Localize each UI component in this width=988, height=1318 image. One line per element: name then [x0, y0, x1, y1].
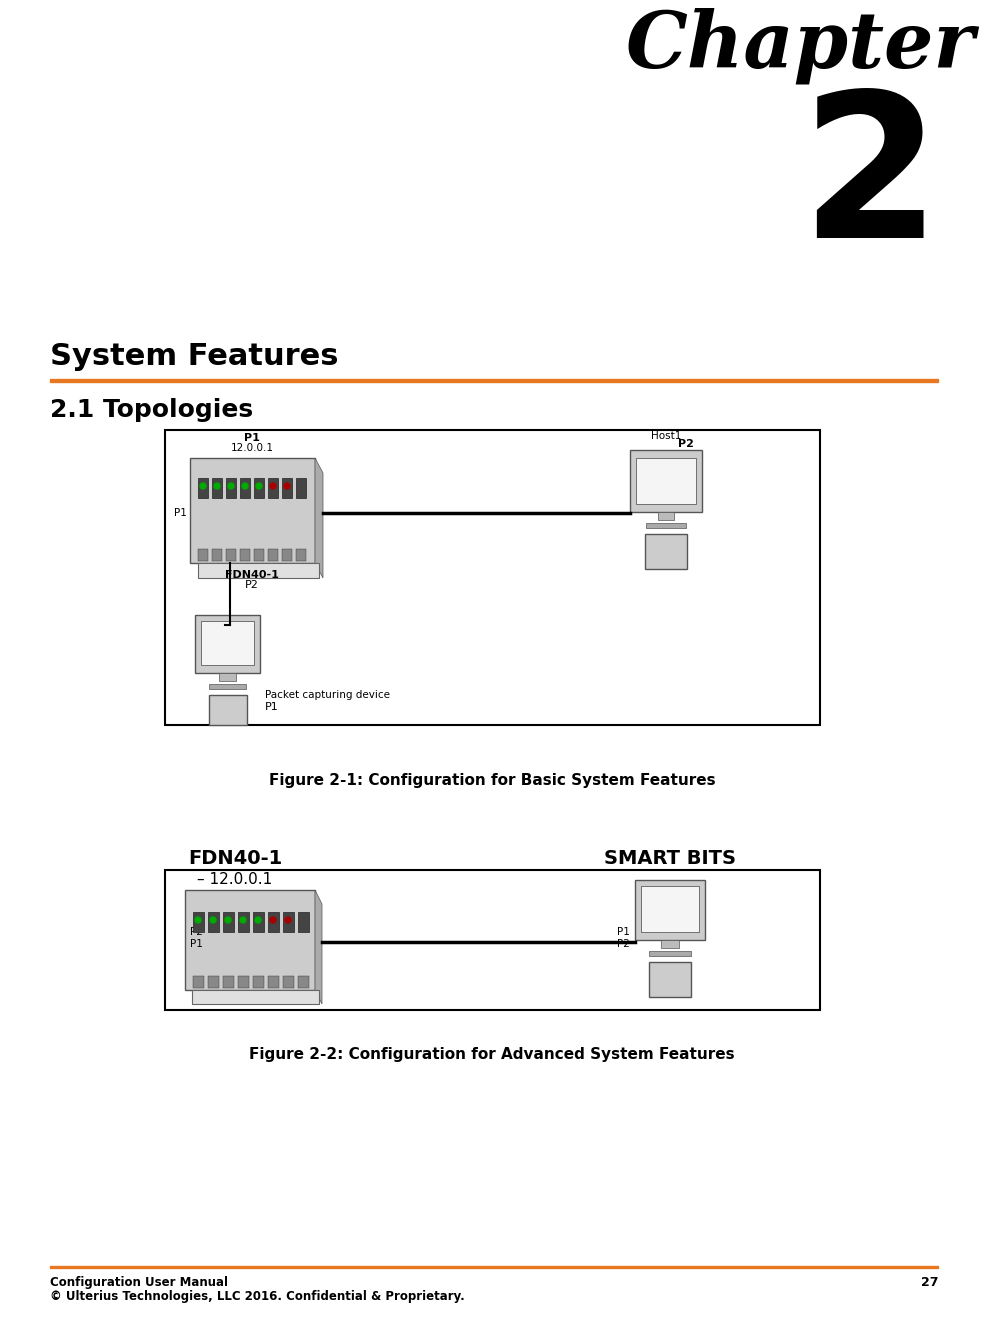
Bar: [50, 380, 938, 382]
Text: P1: P1: [617, 927, 630, 937]
Text: 12.0.0.1: 12.0.0.1: [230, 443, 274, 453]
Text: Figure 2-2: Configuration for Advanced System Features: Figure 2-2: Configuration for Advanced S…: [249, 1048, 735, 1062]
Bar: [636, 457, 696, 503]
Bar: [661, 940, 679, 948]
Bar: [50, 1267, 938, 1268]
Bar: [185, 890, 315, 990]
Bar: [192, 990, 319, 1004]
Circle shape: [195, 917, 201, 923]
Bar: [226, 550, 236, 561]
Bar: [283, 912, 294, 932]
Bar: [223, 912, 234, 932]
Bar: [298, 977, 309, 988]
Bar: [238, 912, 249, 932]
Circle shape: [270, 482, 276, 489]
Text: Configuration User Manual: Configuration User Manual: [50, 1276, 228, 1289]
Bar: [253, 912, 264, 932]
Bar: [268, 478, 278, 498]
Bar: [198, 478, 208, 498]
Bar: [226, 478, 236, 498]
Bar: [658, 511, 674, 521]
Bar: [254, 550, 264, 561]
Bar: [268, 977, 279, 988]
Text: FDN40-1: FDN40-1: [225, 569, 279, 580]
Circle shape: [240, 917, 246, 923]
Bar: [635, 880, 705, 940]
Text: 2.1 Topologies: 2.1 Topologies: [50, 398, 253, 422]
Bar: [198, 550, 208, 561]
Text: © Ulterius Technologies, LLC 2016. Confidential & Proprietary.: © Ulterius Technologies, LLC 2016. Confi…: [50, 1290, 464, 1304]
Bar: [195, 616, 260, 673]
Bar: [282, 478, 292, 498]
Bar: [282, 550, 292, 561]
Bar: [193, 912, 204, 932]
Bar: [212, 478, 222, 498]
Bar: [223, 977, 234, 988]
Bar: [193, 977, 204, 988]
Circle shape: [210, 917, 216, 923]
Bar: [298, 912, 309, 932]
Bar: [646, 523, 686, 529]
Bar: [190, 457, 315, 563]
Text: – 12.0.0.1: – 12.0.0.1: [198, 873, 273, 887]
Text: Host1: Host1: [651, 431, 681, 442]
Text: Chapter: Chapter: [625, 8, 975, 84]
Polygon shape: [315, 457, 323, 579]
Text: 27: 27: [921, 1276, 938, 1289]
Bar: [198, 563, 319, 579]
Polygon shape: [315, 890, 322, 1004]
Bar: [209, 684, 246, 689]
Bar: [649, 952, 691, 956]
Bar: [208, 977, 219, 988]
Circle shape: [200, 482, 206, 489]
Text: FDN40-1: FDN40-1: [188, 849, 283, 867]
Bar: [283, 977, 294, 988]
Bar: [254, 478, 264, 498]
Circle shape: [255, 917, 261, 923]
Circle shape: [256, 482, 262, 489]
Bar: [165, 430, 820, 725]
Text: P2: P2: [190, 927, 203, 937]
Bar: [209, 695, 247, 725]
Bar: [208, 912, 219, 932]
Bar: [641, 886, 699, 932]
Text: P1: P1: [190, 938, 203, 949]
Circle shape: [285, 917, 291, 923]
Bar: [296, 478, 306, 498]
Text: System Features: System Features: [50, 341, 339, 370]
Bar: [268, 912, 279, 932]
Bar: [630, 449, 702, 511]
Circle shape: [225, 917, 231, 923]
Text: Packet capturing device: Packet capturing device: [265, 691, 390, 700]
Bar: [645, 534, 687, 569]
Bar: [201, 621, 254, 666]
Text: 2: 2: [800, 84, 940, 279]
Circle shape: [242, 482, 248, 489]
Bar: [238, 977, 249, 988]
Bar: [296, 550, 306, 561]
Circle shape: [214, 482, 220, 489]
Text: P2: P2: [678, 439, 694, 449]
Text: SMART BITS: SMART BITS: [604, 849, 736, 867]
Text: P1: P1: [174, 507, 187, 518]
Bar: [165, 870, 820, 1010]
Circle shape: [284, 482, 290, 489]
Text: P1: P1: [265, 702, 279, 712]
Bar: [219, 673, 236, 681]
Circle shape: [228, 482, 234, 489]
Bar: [212, 550, 222, 561]
Text: P2: P2: [617, 938, 630, 949]
Bar: [240, 478, 250, 498]
Bar: [253, 977, 264, 988]
Text: P2: P2: [245, 580, 259, 590]
Text: P1: P1: [244, 434, 260, 443]
Circle shape: [270, 917, 276, 923]
Bar: [649, 962, 691, 996]
Bar: [240, 550, 250, 561]
Text: Figure 2-1: Configuration for Basic System Features: Figure 2-1: Configuration for Basic Syst…: [269, 772, 715, 787]
Bar: [268, 550, 278, 561]
